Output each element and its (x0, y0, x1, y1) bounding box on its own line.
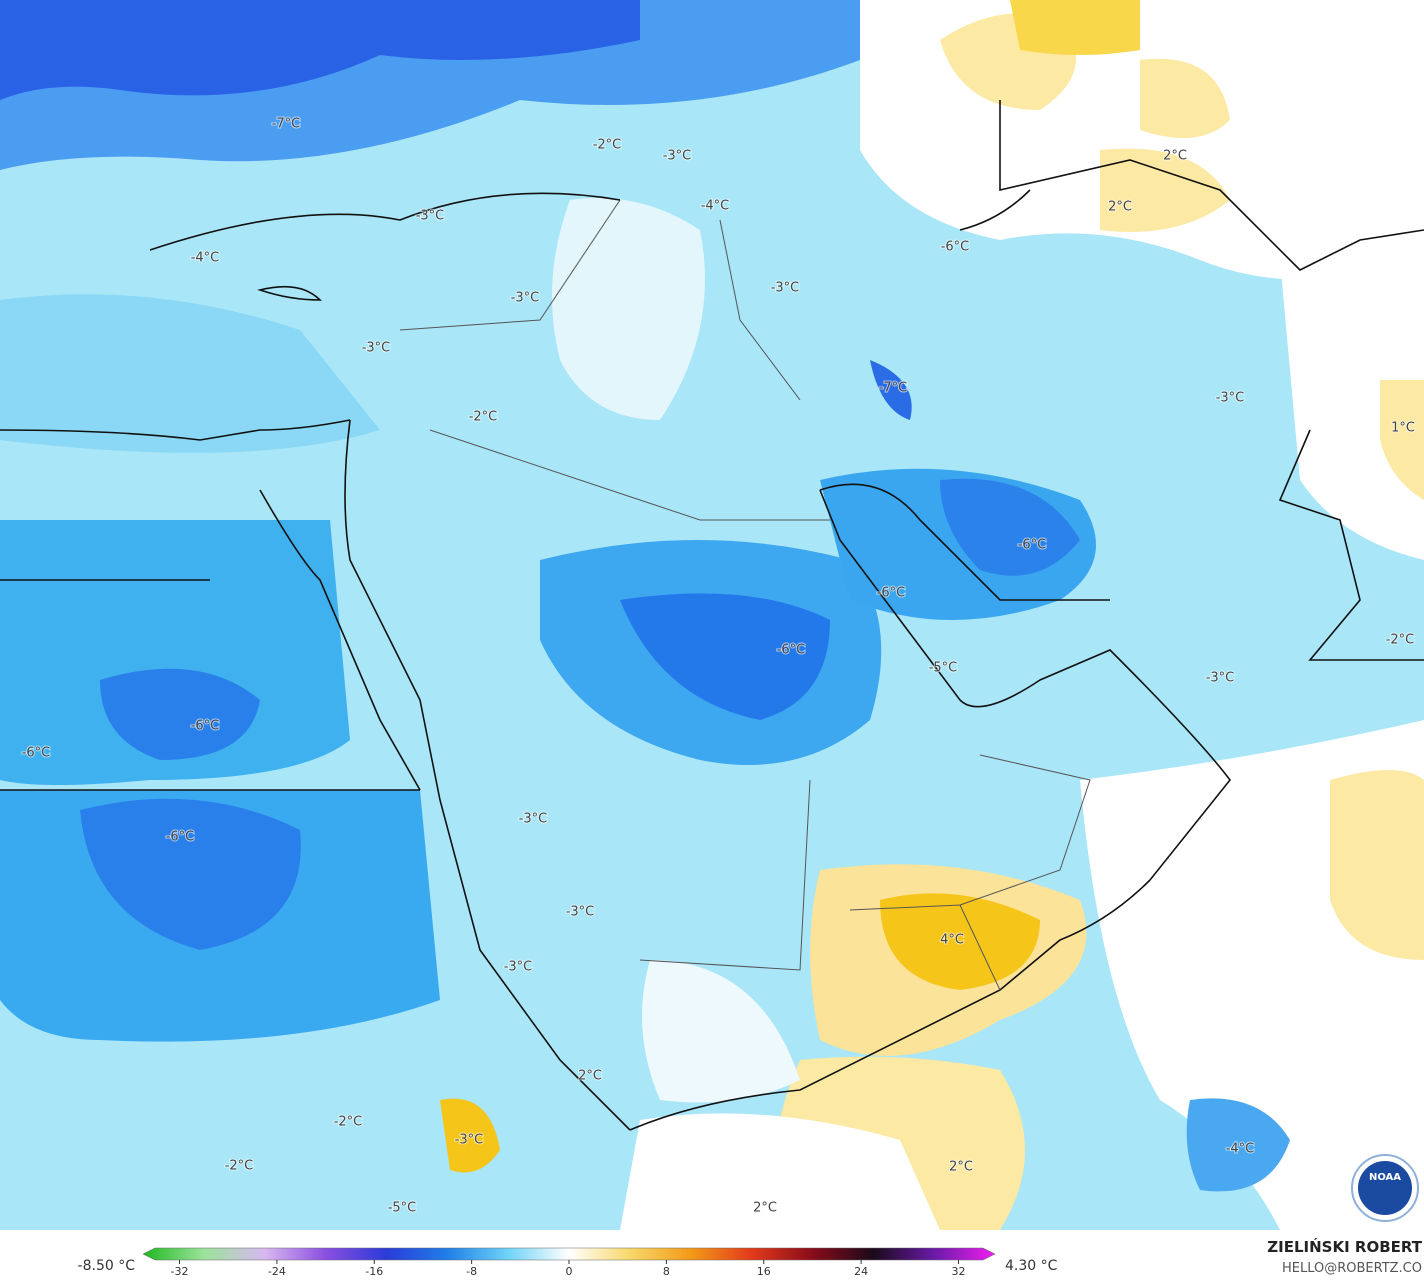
temp-label: -6°C (22, 746, 51, 761)
temp-label: -5°C (929, 661, 958, 676)
temp-label: -6°C (877, 586, 906, 601)
temp-label: -3°C (1206, 671, 1235, 686)
temp-label: 4°C (940, 933, 964, 948)
colorbar-tick-label: 8 (663, 1265, 670, 1278)
temp-label: -6°C (777, 643, 806, 658)
temp-label: -3°C (416, 209, 445, 224)
colorbar-tick-label: -32 (171, 1265, 189, 1278)
colorbar-tick-label: 16 (757, 1265, 771, 1278)
temp-label: -7°C (879, 381, 908, 396)
credit-email: HELLO@ROBERTZ.CO (1282, 1261, 1422, 1276)
temp-label: -3°C (663, 149, 692, 164)
legend: -8.50 °C 4.30 °C ZIELIŃSKI ROBERT HELLO@… (78, 1237, 1423, 1278)
temp-label: -3°C (362, 341, 391, 356)
temp-label: -3°C (1216, 391, 1245, 406)
temp-label: -7°C (272, 117, 301, 132)
temp-label: -6°C (166, 830, 195, 845)
colorbar (142, 1247, 996, 1261)
temp-label: 1°C (1391, 421, 1415, 436)
temp-label: 2°C (753, 1201, 777, 1216)
temp-label: -6°C (1018, 538, 1047, 553)
noaa-logo: NOAA (1351, 1154, 1419, 1222)
temp-label: -6°C (191, 719, 220, 734)
temp-label: -3°C (511, 291, 540, 306)
temp-label: -2°C (1386, 633, 1415, 648)
temp-label: 2°C (1108, 200, 1132, 215)
temp-label: -5°C (388, 1201, 417, 1216)
temp-label: -3°C (771, 281, 800, 296)
legend-max: 4.30 °C (1005, 1258, 1058, 1274)
legend-min: -8.50 °C (78, 1258, 136, 1274)
temp-label: -2°C (593, 138, 622, 153)
credit-name: ZIELIŃSKI ROBERT (1267, 1237, 1422, 1256)
colorbar-tick-label: 32 (951, 1265, 965, 1278)
temp-label: -2°C (469, 410, 498, 425)
logo-text: NOAA (1369, 1172, 1401, 1183)
temp-label: 2°C (949, 1160, 973, 1175)
temp-label: -4°C (191, 251, 220, 266)
temp-label: -3°C (566, 905, 595, 920)
temp-label: 2°C (1163, 149, 1187, 164)
colorbar-tick-label: -8 (466, 1265, 477, 1278)
temp-label: -2°C (225, 1159, 254, 1174)
temp-label: -3°C (455, 1133, 484, 1148)
colorbar-tick-label: -16 (365, 1265, 383, 1278)
temp-label: -2°C (334, 1115, 363, 1130)
temp-label: -6°C (941, 240, 970, 255)
map-field (0, 0, 1424, 1230)
temp-label: -4°C (701, 199, 730, 214)
colorbar-tick-label: -24 (268, 1265, 286, 1278)
colorbar-tick-label: 0 (566, 1265, 573, 1278)
temp-label: -3°C (519, 812, 548, 827)
temp-label: 2°C (578, 1069, 602, 1084)
colorbar-tick-label: 24 (854, 1265, 868, 1278)
temp-label: -4°C (1226, 1142, 1255, 1157)
temp-label: -3°C (504, 960, 533, 975)
